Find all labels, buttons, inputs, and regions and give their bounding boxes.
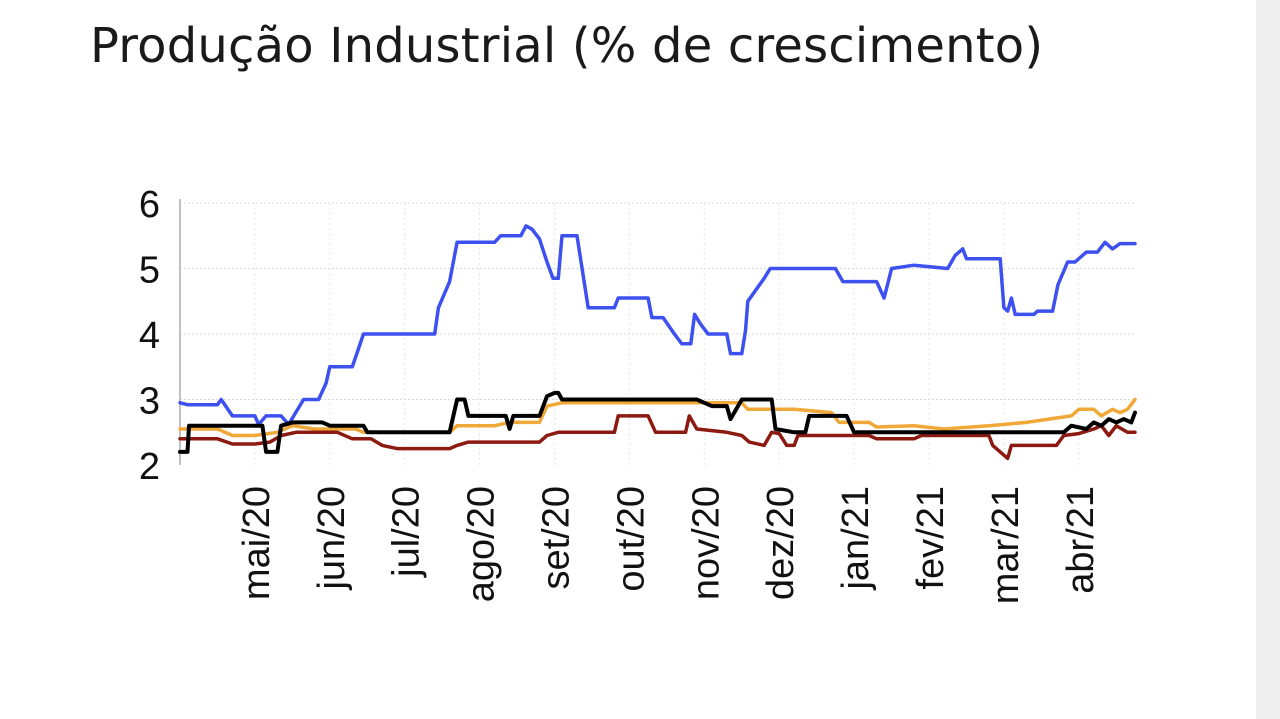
right-edge-strip bbox=[1256, 0, 1280, 719]
chart-title: Produção Industrial (% de crescimento) bbox=[90, 18, 1044, 74]
y-tick-label: 4 bbox=[139, 315, 160, 357]
x-tick-labels: mai/20 jun/20 jul/20 ago/20 set/20 out/20 nov/… bbox=[236, 486, 1102, 604]
series-lines bbox=[178, 224, 1137, 461]
y-tick-label: 2 bbox=[139, 446, 160, 488]
x-tick-label: dez/20 bbox=[760, 486, 802, 600]
x-tick-label: ago/20 bbox=[461, 486, 503, 602]
x-tick-label: jan/21 bbox=[835, 486, 877, 591]
x-tick-label: jun/20 bbox=[311, 486, 353, 591]
series-line-2 bbox=[178, 397, 1137, 438]
y-tick-label: 5 bbox=[139, 250, 160, 292]
series-line-1 bbox=[178, 224, 1137, 427]
series-line-4 bbox=[178, 390, 1137, 454]
x-tick-label: mar/21 bbox=[985, 486, 1027, 604]
x-tick-label: abr/21 bbox=[1060, 486, 1102, 594]
y-tick-label: 3 bbox=[139, 381, 160, 423]
x-tick-label: nov/20 bbox=[685, 486, 727, 600]
series-line-3 bbox=[178, 414, 1137, 461]
y-tick-labels: 2 3 4 5 6 bbox=[139, 184, 160, 488]
x-tick-label: out/20 bbox=[610, 486, 652, 592]
x-tick-label: fev/21 bbox=[910, 486, 952, 590]
x-tick-label: jul/20 bbox=[386, 486, 428, 578]
x-tick-label: set/20 bbox=[536, 486, 578, 590]
y-tick-label: 6 bbox=[139, 184, 160, 226]
x-tick-label: mai/20 bbox=[236, 486, 278, 600]
